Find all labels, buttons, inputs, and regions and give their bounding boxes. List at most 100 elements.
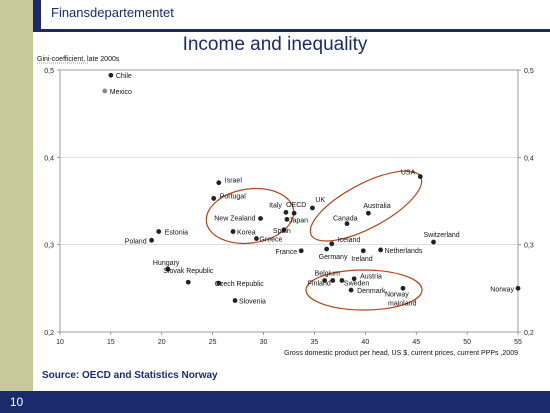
y-tick-label-right: 0,3: [524, 243, 534, 250]
point-denmark: [348, 287, 354, 293]
point-poland: [149, 237, 155, 243]
point-uk: [310, 205, 315, 211]
point-label: Canada: [333, 216, 358, 223]
y-tick-label: 0,3: [44, 243, 54, 250]
point-france: [298, 248, 304, 254]
point-label: OECD: [286, 202, 306, 209]
y-tick-label: 0,2: [44, 330, 54, 337]
point-label: France: [275, 249, 297, 256]
point-finland: [330, 278, 336, 283]
point-label: Slovak Republic: [163, 268, 214, 275]
group-ellipse-1: [205, 187, 295, 245]
point-label: Australia: [363, 203, 390, 210]
x-tick-label: 10: [56, 339, 64, 346]
point-canada: [344, 221, 350, 227]
point-label: Korea: [237, 230, 256, 237]
source-note: Source: OECD and Statistics Norway: [42, 370, 218, 381]
x-tick-label: 50: [463, 339, 471, 346]
point-label: Norway: [490, 286, 514, 293]
point-switzerland: [431, 239, 436, 245]
x-axis-label: Gross domestic product per head, US $, c…: [284, 350, 518, 357]
x-tick-label: 20: [158, 339, 166, 346]
point-usa: [417, 174, 423, 179]
point-label: Switzerland: [424, 232, 460, 239]
header-inner: Finansdepartementet: [41, 0, 550, 29]
x-tick-label: 25: [209, 339, 217, 346]
point-germany: [324, 246, 330, 252]
point-label: Sweden: [344, 280, 369, 287]
point-portugal: [211, 195, 217, 201]
point-australia: [365, 210, 371, 216]
point-label: Belgium: [315, 270, 340, 277]
x-tick-label: 35: [311, 339, 319, 346]
point-label: Norway mainland: [385, 291, 417, 307]
point-oecd: [291, 210, 297, 216]
slide-title: Income and inequality: [182, 34, 368, 55]
point-label: Greece: [259, 237, 282, 244]
point-label: USA: [401, 170, 416, 177]
point-label: Mexico: [110, 89, 132, 96]
point-label: Israel: [225, 178, 243, 185]
point-label: Slovenia: [239, 299, 266, 306]
point-label: Czech Republic: [215, 281, 265, 288]
point-belgium: [322, 278, 328, 283]
point-chile: [108, 72, 114, 78]
point-label: Spain: [273, 228, 291, 235]
x-tick-label: 15: [107, 339, 115, 346]
group-ellipse-3: [305, 269, 423, 311]
point-slovak-republic: [185, 279, 191, 285]
plot-frame: [59, 69, 519, 333]
point-label: Denmark: [357, 288, 386, 295]
point-label: Ireland: [351, 256, 373, 263]
point-label: Netherlands: [385, 248, 423, 255]
point-hungary: [165, 266, 171, 272]
x-tick-label: 55: [514, 339, 522, 346]
y-tick-label-right: 0,5: [524, 68, 534, 75]
point-label: Portugal: [220, 193, 247, 200]
header-bar: Finansdepartementet: [33, 0, 550, 32]
point-label: Chile: [116, 73, 132, 80]
point-label: New Zealand: [214, 215, 255, 222]
footer-bar: [33, 391, 550, 413]
point-japan: [284, 216, 290, 222]
point-label: Hungary: [153, 260, 180, 267]
y-tick-label: 0,4: [44, 155, 54, 162]
point-label: Poland: [125, 238, 147, 245]
point-norway: [515, 285, 521, 291]
x-tick-label: 40: [361, 339, 369, 346]
y-tick-label: 0,5: [44, 68, 54, 75]
point-spain: [281, 227, 287, 233]
point-netherlands: [378, 247, 383, 253]
point-korea: [230, 229, 236, 234]
point-czech-republic: [216, 280, 222, 286]
point-greece: [254, 236, 259, 241]
point-label: Finland: [308, 280, 331, 287]
point-norway-mainland: [400, 285, 406, 291]
point-iceland: [329, 241, 335, 247]
point-slovenia: [232, 298, 238, 303]
point-label: Iceland: [338, 237, 361, 244]
point-new-zealand: [258, 216, 263, 221]
point-label: UK: [315, 197, 325, 204]
left-accent-strip: [0, 0, 33, 413]
point-label: Italy: [269, 202, 282, 209]
point-austria: [351, 276, 357, 282]
point-sweden: [339, 278, 345, 283]
y-tick-label-right: 0,2: [524, 330, 534, 337]
point-estonia: [156, 229, 162, 234]
ministry-name: Finansdepartementet: [51, 5, 174, 20]
point-label: Japan: [289, 217, 308, 224]
point-italy: [283, 209, 289, 215]
point-israel: [216, 180, 222, 186]
x-tick-label: 30: [260, 339, 268, 346]
point-ireland: [360, 248, 366, 254]
page-number: 10: [0, 391, 33, 413]
y-axis-label: Gini-coefficient, late 2000s: [37, 56, 120, 63]
point-label: Germany: [319, 254, 348, 261]
point-label: Estonia: [165, 230, 188, 237]
point-mexico: [102, 88, 108, 94]
x-tick-label: 45: [412, 339, 420, 346]
point-label: Austria: [360, 274, 382, 281]
y-tick-label-right: 0,4: [524, 155, 534, 162]
